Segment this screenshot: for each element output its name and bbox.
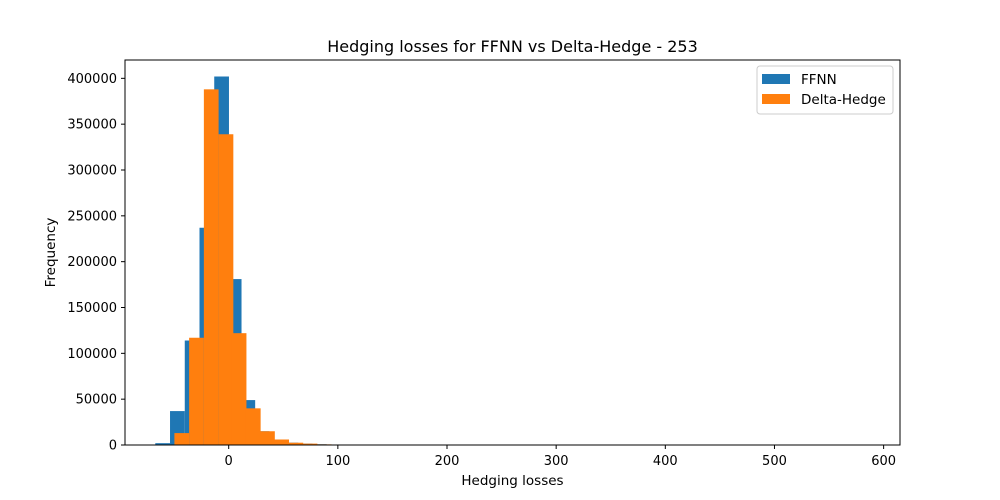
- legend-swatch: [762, 94, 790, 104]
- bar-delta-hedge-4: [231, 333, 247, 445]
- y-tick-label: 400000: [67, 72, 117, 87]
- y-tick-label: 300000: [67, 164, 117, 179]
- x-tick-label: 200: [435, 454, 460, 469]
- bar-delta-hedge-3: [218, 134, 234, 445]
- axes-group: 0 100 200 300 400 500 600 0 50000 100000 150000 200…: [67, 59, 901, 469]
- x-tick-label: 500: [762, 454, 787, 469]
- y-axis-label: Frequency: [43, 218, 59, 288]
- y-tick-label: 200000: [67, 255, 117, 270]
- bar-delta-hedge-5: [245, 408, 261, 445]
- y-tick-label: 150000: [67, 301, 117, 316]
- bar-delta-hedge-8: [288, 442, 304, 445]
- plot-frame: [124, 59, 901, 446]
- bar-delta-hedge-6: [260, 431, 275, 445]
- bar-delta-hedge-9: [302, 443, 318, 445]
- x-tick-label: 300: [544, 454, 569, 469]
- legend-label: FFNN: [801, 72, 837, 88]
- y-tick-label: 250000: [67, 209, 117, 224]
- x-tick-label: 0: [225, 454, 233, 469]
- x-tick-label: 400: [653, 454, 678, 469]
- bar-delta-hedge-2: [203, 89, 219, 445]
- legend-box: [756, 65, 894, 115]
- x-tick-label: 100: [325, 454, 350, 469]
- y-tick-label: 50000: [76, 393, 117, 408]
- bars-group: [155, 76, 346, 445]
- bar-delta-hedge-0: [174, 433, 190, 445]
- x-axis-label: Hedging losses: [461, 473, 563, 489]
- legend-swatch: [762, 74, 790, 84]
- legend-label: Delta-Hedge: [801, 92, 886, 108]
- chart-title: Hedging losses for FFNN vs Delta-Hedge -…: [327, 37, 698, 56]
- legend: FFNN Delta-Hedge: [756, 65, 894, 115]
- x-tick-label: 600: [871, 454, 896, 469]
- y-tick-label: 100000: [67, 347, 117, 362]
- bar-ffnn-0: [155, 443, 171, 445]
- bar-delta-hedge-1: [189, 337, 204, 445]
- y-tick-label: 350000: [67, 118, 117, 133]
- y-tick-label: 0: [109, 439, 117, 454]
- bar-delta-hedge-7: [274, 439, 290, 445]
